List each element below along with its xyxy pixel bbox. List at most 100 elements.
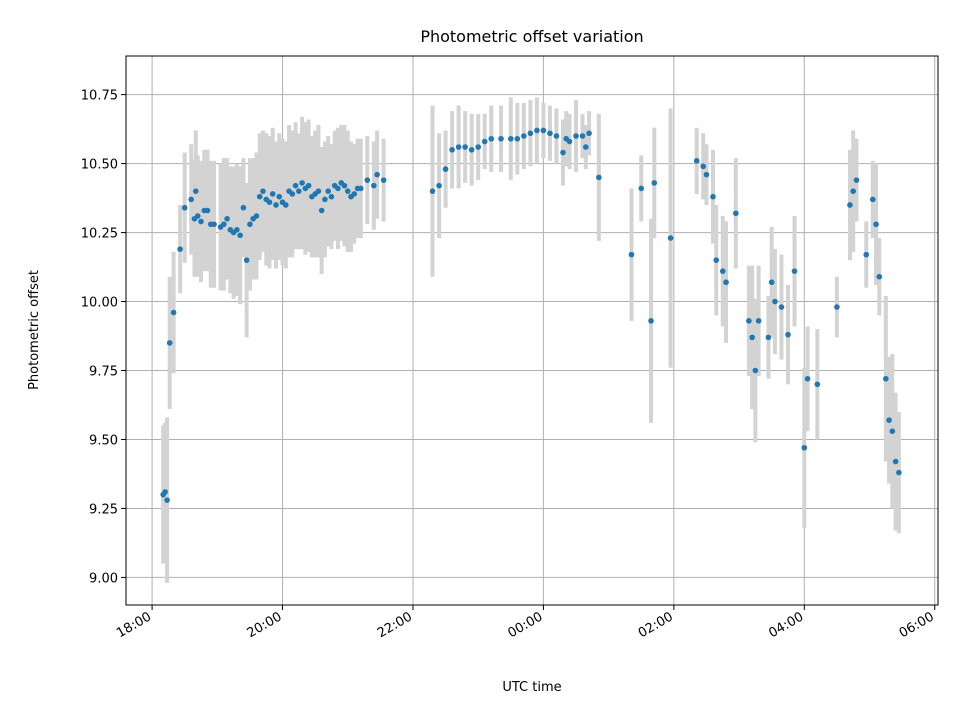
data-point (162, 489, 168, 495)
data-point (801, 444, 808, 451)
x-axis-label: UTC time (502, 680, 561, 695)
data-point (253, 213, 260, 219)
data-point (234, 227, 240, 233)
data-point (804, 375, 811, 382)
data-point (177, 246, 183, 252)
data-point (703, 171, 710, 178)
data-point (768, 279, 775, 286)
data-point (266, 199, 273, 206)
data-point (547, 130, 553, 137)
x-tick-label: 22:00 (375, 609, 415, 641)
data-point (638, 185, 645, 192)
data-point (876, 273, 883, 280)
data-point (462, 144, 468, 150)
data-point (693, 158, 700, 164)
data-point (204, 207, 211, 214)
data-point (886, 417, 892, 423)
data-point (289, 191, 296, 197)
chart-title: Photometric offset variation (420, 27, 643, 46)
data-point (749, 334, 755, 341)
data-point (869, 196, 876, 203)
data-point (237, 232, 243, 239)
data-point (371, 182, 377, 189)
data-point (344, 188, 351, 194)
data-point (299, 180, 305, 186)
data-point (667, 235, 674, 241)
y-tick-label: 10.00 (81, 296, 118, 311)
y-tick-label: 9.50 (89, 433, 118, 448)
data-point (579, 133, 586, 139)
data-point (341, 182, 348, 189)
data-point (256, 193, 263, 200)
data-point (700, 163, 707, 170)
data-point (170, 309, 177, 316)
data-point (243, 257, 250, 263)
data-point (292, 182, 299, 189)
data-point (335, 185, 341, 192)
data-point (351, 191, 358, 197)
data-point (328, 193, 335, 200)
data-point (273, 202, 279, 208)
data-point (282, 202, 289, 208)
data-point (374, 171, 380, 178)
point-layer (160, 127, 902, 503)
data-point (276, 193, 283, 200)
data-point (429, 188, 436, 194)
data-point (896, 469, 902, 476)
data-point (188, 196, 195, 203)
data-point (746, 318, 752, 324)
data-point (710, 193, 716, 200)
data-point (442, 166, 449, 172)
x-tick-label: 02:00 (636, 609, 676, 641)
data-point (269, 191, 276, 197)
data-point (260, 188, 266, 194)
data-point (194, 213, 201, 219)
data-point (863, 251, 870, 258)
data-point (583, 144, 589, 150)
data-point (752, 367, 759, 374)
data-point (325, 188, 331, 194)
data-point (889, 428, 896, 434)
data-point (772, 298, 778, 305)
data-point (380, 177, 387, 183)
data-point (315, 188, 322, 194)
data-point (873, 221, 879, 228)
data-point (364, 177, 371, 183)
data-point (181, 204, 188, 211)
data-point (514, 135, 521, 142)
data-point (296, 188, 302, 194)
data-point (628, 251, 635, 258)
data-point (534, 127, 540, 134)
data-point (850, 188, 857, 194)
data-point (164, 497, 170, 503)
data-point (723, 279, 729, 286)
data-point (814, 381, 821, 388)
x-tick-label: 04:00 (766, 609, 806, 641)
data-point (651, 180, 658, 186)
y-tick-label: 10.75 (81, 89, 118, 104)
data-point (566, 138, 573, 145)
data-point (560, 149, 566, 156)
data-point (481, 138, 488, 145)
data-point (733, 210, 739, 217)
y-tick-label: 10.50 (81, 158, 118, 173)
data-point (166, 340, 173, 346)
data-point (713, 257, 720, 263)
data-point (573, 133, 579, 139)
data-point (449, 146, 455, 153)
data-point (791, 268, 798, 274)
y-tick-label: 10.25 (81, 227, 118, 242)
data-point (719, 268, 726, 274)
data-point (540, 127, 547, 134)
data-point (834, 304, 840, 310)
data-point (648, 318, 654, 324)
data-point (892, 458, 899, 465)
data-point (596, 174, 602, 181)
x-tick-label: 00:00 (505, 609, 545, 641)
data-point (765, 334, 772, 341)
data-point (755, 318, 762, 324)
errorbar-layer (161, 97, 901, 583)
x-tick-label: 18:00 (114, 609, 154, 641)
